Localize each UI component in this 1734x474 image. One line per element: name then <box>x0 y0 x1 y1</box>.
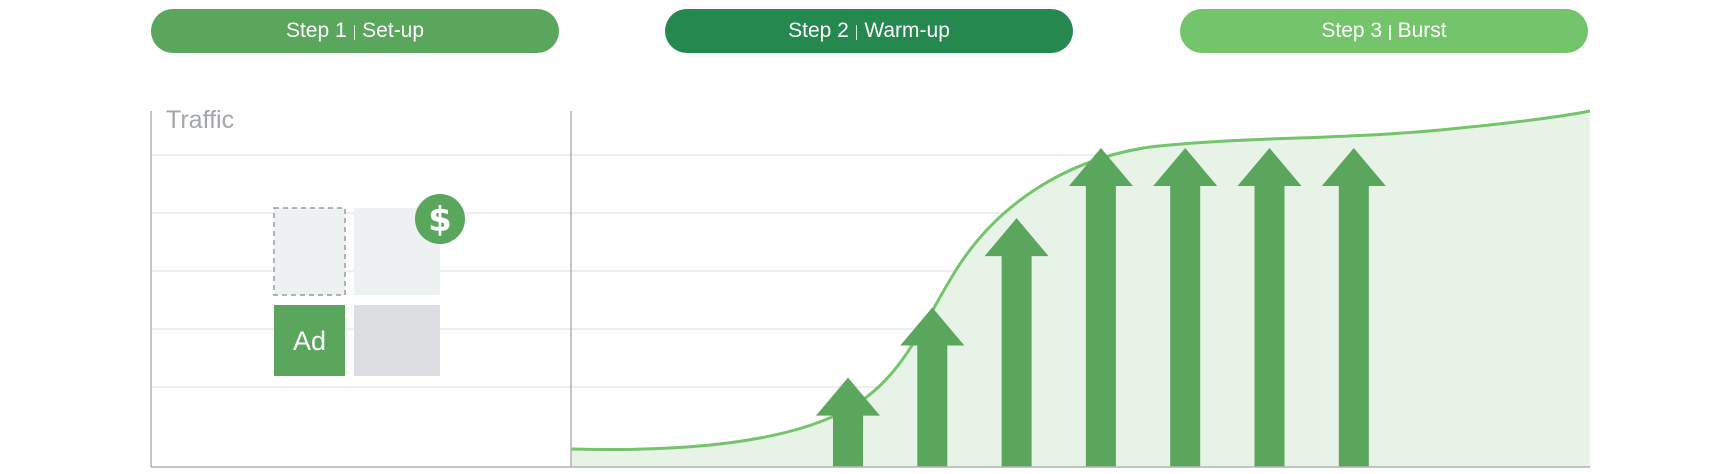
growth-arrows <box>816 148 1386 467</box>
growth-arrow <box>900 307 965 467</box>
svg-text:$: $ <box>428 200 452 240</box>
step-1-pill: Step 1 Set-up <box>151 9 559 53</box>
dollar-icon: $ <box>415 194 465 244</box>
growth-arrow <box>1321 148 1386 467</box>
growth-arrow <box>816 377 880 467</box>
empty-ad-slot <box>273 207 346 296</box>
growth-arrow <box>1068 148 1133 467</box>
traffic-area <box>571 111 1590 467</box>
step-3-name: Burst <box>1397 19 1447 42</box>
ad-slot-grid: Ad <box>273 207 440 376</box>
step-2-separator <box>855 24 858 40</box>
step-2-number: Step 2 <box>788 19 849 42</box>
step-1-name: Set-up <box>362 19 425 42</box>
ad-label: Ad <box>293 326 326 356</box>
placeholder-slot-bottom <box>354 305 440 376</box>
traffic-curve <box>570 109 1591 452</box>
step-3-separator <box>1389 24 1391 40</box>
step-1-separator <box>353 24 356 40</box>
step-1-number: Step 1 <box>285 19 347 42</box>
traffic-axis-label: Traffic <box>166 106 234 134</box>
step-2-pill: Step 2 Warm-up <box>665 9 1073 53</box>
growth-arrow <box>1153 148 1218 467</box>
step-3-pill: Step 3 Burst <box>1180 9 1588 53</box>
ad-slot <box>274 305 345 376</box>
growth-arrow <box>1237 148 1302 467</box>
step-3-number: Step 3 <box>1321 19 1383 42</box>
growth-arrow <box>984 218 1049 467</box>
step-2-name: Warm-up <box>864 19 950 42</box>
